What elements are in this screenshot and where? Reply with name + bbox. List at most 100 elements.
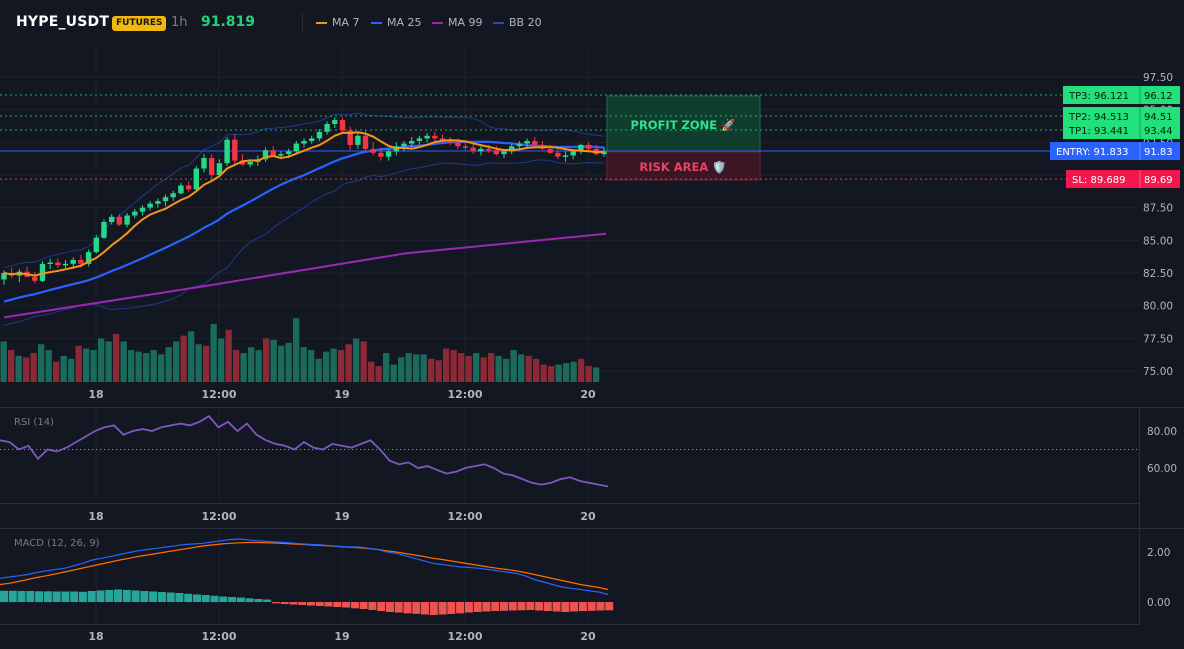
ma7-line xyxy=(3,131,605,277)
price-tick-label: 75.00 xyxy=(1143,366,1173,378)
candle-body xyxy=(285,151,292,155)
candle-body xyxy=(485,148,492,151)
macd-histogram-bar xyxy=(438,602,447,615)
volume-bar xyxy=(548,366,555,382)
volume-bar xyxy=(135,351,142,382)
macd-histogram-bar xyxy=(421,602,429,615)
volume-bar xyxy=(53,361,60,382)
volume-bar xyxy=(563,363,570,382)
time-tick-label: 19 xyxy=(334,630,349,643)
volume-bar xyxy=(585,366,592,382)
legend-ma25[interactable]: MA 25 xyxy=(371,16,422,29)
macd-histogram-bar xyxy=(245,598,254,603)
legend-ma99[interactable]: MA 99 xyxy=(432,16,483,29)
macd-histogram-bar xyxy=(271,602,280,604)
profit-zone[interactable] xyxy=(606,95,761,153)
volume-bar xyxy=(458,353,465,382)
rsi-panel: RSI (14) 80.00 60.00 xyxy=(0,415,1177,488)
macd-histogram-bar xyxy=(491,602,500,611)
volume-bar xyxy=(90,350,97,382)
candle-body xyxy=(62,263,69,266)
macd-histogram-bar xyxy=(385,602,394,612)
volume-bar xyxy=(143,353,150,382)
volume-bar xyxy=(413,354,420,382)
macd-histogram-bar xyxy=(412,602,421,614)
tp2-axis-label: 94.51 xyxy=(1144,112,1173,123)
macd-title: MACD (12, 26, 9) xyxy=(14,538,100,549)
volume-bar xyxy=(105,341,112,382)
candle-body xyxy=(70,259,76,264)
profit-zone-label: PROFIT ZONE 🚀 xyxy=(631,118,737,132)
macd-signal-line xyxy=(0,541,609,591)
candle-body xyxy=(324,124,330,132)
candle-body xyxy=(209,158,215,175)
macd-histogram-bar xyxy=(219,596,228,602)
macd-histogram-bar xyxy=(482,602,491,612)
candle-body xyxy=(532,141,538,145)
volume-bar xyxy=(555,364,562,382)
candle-body xyxy=(555,152,561,157)
symbol-title[interactable]: HYPE_USDT xyxy=(16,14,110,30)
macd-histogram-bar xyxy=(543,602,552,611)
time-tick-label: 12:00 xyxy=(201,388,236,401)
volume-bar xyxy=(593,367,600,382)
macd-histogram-bar xyxy=(87,591,96,602)
candle-body xyxy=(124,215,130,225)
rsi-tick-label: 60.00 xyxy=(1147,463,1177,475)
candle-body xyxy=(524,141,530,144)
macd-histogram-bar xyxy=(26,591,35,602)
time-tick-label: 18 xyxy=(88,510,103,523)
time-tick-label: 12:00 xyxy=(201,510,236,523)
rsi-title: RSI (14) xyxy=(14,417,54,428)
macd-histogram-bar xyxy=(280,602,289,604)
macd-histogram-bar xyxy=(517,602,526,611)
volume-bar xyxy=(225,329,232,382)
volume-bar xyxy=(330,348,337,382)
candle-body xyxy=(478,148,484,152)
macd-histogram-bar xyxy=(342,602,351,608)
tp3-axis-label: 96.12 xyxy=(1144,91,1173,102)
volume-bar xyxy=(533,358,540,382)
candle-body xyxy=(455,142,461,147)
candle-body xyxy=(185,185,192,190)
macd-histogram-bar xyxy=(175,593,184,602)
macd-histogram-bar xyxy=(587,602,596,611)
macd-histogram-bar xyxy=(236,597,245,602)
candle-body xyxy=(570,151,576,156)
macd-histogram-bar xyxy=(447,602,456,614)
legend-ma7[interactable]: MA 7 xyxy=(316,16,360,29)
volume-bar xyxy=(30,353,37,382)
candle-body xyxy=(432,135,438,139)
volume-bar xyxy=(398,357,405,382)
candle-body xyxy=(85,252,92,264)
price-tick-label: 87.50 xyxy=(1143,203,1173,215)
macd-histogram-bar xyxy=(350,602,359,609)
candle-body xyxy=(585,144,592,149)
macd-histogram-bar xyxy=(201,595,210,602)
entry-tag: ENTRY: 91.833 91.83 xyxy=(1050,142,1180,161)
trade-levels xyxy=(0,94,1139,180)
last-price: 91.819 xyxy=(201,14,256,30)
timeframe-label[interactable]: 1h xyxy=(171,15,188,30)
volume-bar xyxy=(345,344,352,382)
time-tick-label: 20 xyxy=(580,510,596,523)
candle-body xyxy=(401,143,407,147)
bb-lower xyxy=(3,159,604,326)
time-tick-label: 12:00 xyxy=(447,510,482,523)
legend-bb20[interactable]: BB 20 xyxy=(493,16,542,29)
volume-bar xyxy=(45,350,52,382)
tp3-tag-label: TP3: 96.121 xyxy=(1068,91,1129,102)
risk-zone[interactable] xyxy=(606,151,761,181)
macd-histogram-bar xyxy=(140,591,149,602)
time-tick-label: 19 xyxy=(334,388,349,401)
macd-histogram-bar xyxy=(263,599,272,602)
tp1-tag: TP1: 93.441 93.44 xyxy=(1063,121,1180,140)
macd-panel: MACD (12, 26, 9) 2.00 0.00 xyxy=(0,538,1170,615)
price-tick-label: 97.50 xyxy=(1143,72,1173,84)
macd-histogram-bar xyxy=(500,602,508,611)
volume-bar xyxy=(360,341,367,382)
candle-body xyxy=(339,120,346,131)
